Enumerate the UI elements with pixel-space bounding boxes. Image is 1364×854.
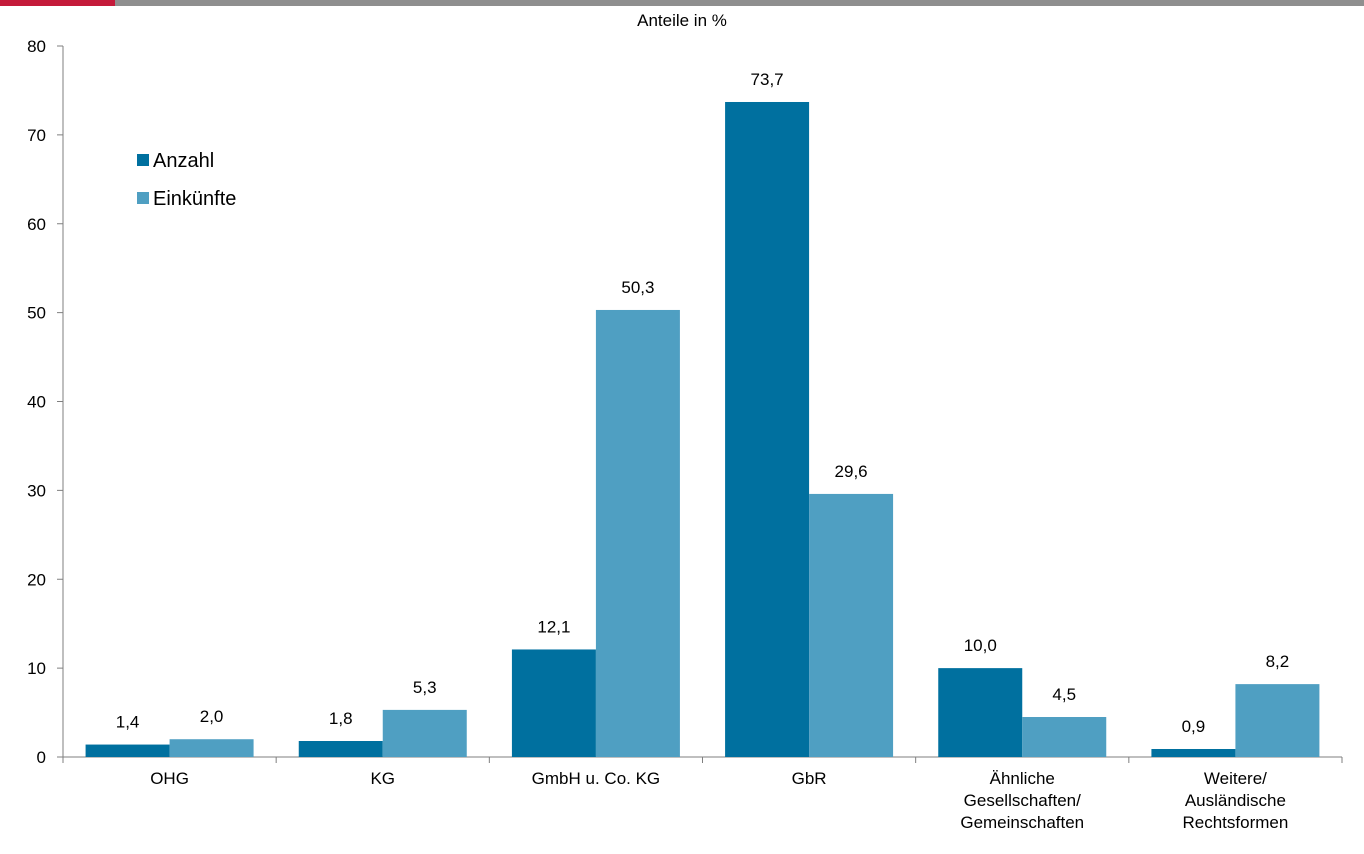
- x-tick-label: Ähnliche: [990, 769, 1055, 788]
- legend-swatch: [137, 154, 149, 166]
- data-label: 5,3: [413, 678, 437, 697]
- bar-einknfte: [382, 709, 467, 757]
- data-label: 0,9: [1182, 717, 1206, 736]
- y-tick-label: 0: [37, 748, 46, 767]
- bar-einknfte: [1022, 717, 1107, 757]
- legend: Anzahl Einkünfte: [137, 150, 236, 210]
- data-label: 10,0: [964, 636, 997, 655]
- x-tick-label: Gesellschaften/: [964, 791, 1081, 810]
- y-tick-label: 70: [27, 126, 46, 145]
- y-tick-label: 40: [27, 393, 46, 412]
- y-tick-label: 20: [27, 570, 46, 589]
- axes: 0 10 20 30 40 50 60 70 80 OHG KG GmbH u. Co. KG GbR Ä…: [27, 37, 1343, 832]
- x-tick-label: Weitere/: [1204, 769, 1267, 788]
- y-tick-label: 80: [27, 37, 46, 56]
- data-label: 1,8: [329, 709, 353, 728]
- x-tick-label: KG: [370, 769, 395, 788]
- bar-einknfte: [1235, 684, 1320, 757]
- bar-anzahl: [725, 101, 810, 757]
- data-label: 2,0: [200, 707, 224, 726]
- bar-einknfte: [169, 739, 254, 757]
- data-label: 12,1: [537, 617, 570, 636]
- bars: 1,4 2,0 1,8 5,3 12,1 50,3 73,7 29,6 10,0 4,5 0,9 8,…: [85, 70, 1320, 757]
- bar-einknfte: [809, 493, 894, 757]
- x-tick-label: GmbH u. Co. KG: [532, 769, 660, 788]
- y-tick-label: 60: [27, 215, 46, 234]
- bar-anzahl: [511, 649, 596, 757]
- legend-label: Einkünfte: [153, 188, 236, 210]
- y-tick-label: 50: [27, 304, 46, 323]
- bar-anzahl: [298, 741, 383, 757]
- data-label: 1,4: [116, 713, 140, 732]
- header-accent: [0, 0, 115, 6]
- y-tick-label: 30: [27, 481, 46, 500]
- legend-label: Anzahl: [153, 150, 214, 172]
- bar-anzahl: [938, 668, 1023, 757]
- y-tick-label: 10: [27, 659, 46, 678]
- bar-einknfte: [595, 309, 680, 757]
- data-label: 50,3: [621, 278, 654, 297]
- x-tick-label: Gemeinschaften: [960, 813, 1084, 832]
- data-label: 29,6: [835, 462, 868, 481]
- data-label: 4,5: [1052, 685, 1076, 704]
- header-bar: [0, 0, 1364, 6]
- x-tick-label: GbR: [792, 769, 827, 788]
- bar-anzahl: [85, 744, 170, 757]
- data-label: 8,2: [1266, 652, 1290, 671]
- x-tick-label: Ausländische: [1185, 791, 1286, 810]
- chart-title: Anteile in %: [637, 11, 727, 30]
- x-tick-label: OHG: [150, 769, 189, 788]
- data-label: 73,7: [751, 70, 784, 89]
- bar-anzahl: [1151, 749, 1236, 757]
- legend-swatch: [137, 192, 149, 204]
- x-tick-label: Rechtsformen: [1183, 813, 1289, 832]
